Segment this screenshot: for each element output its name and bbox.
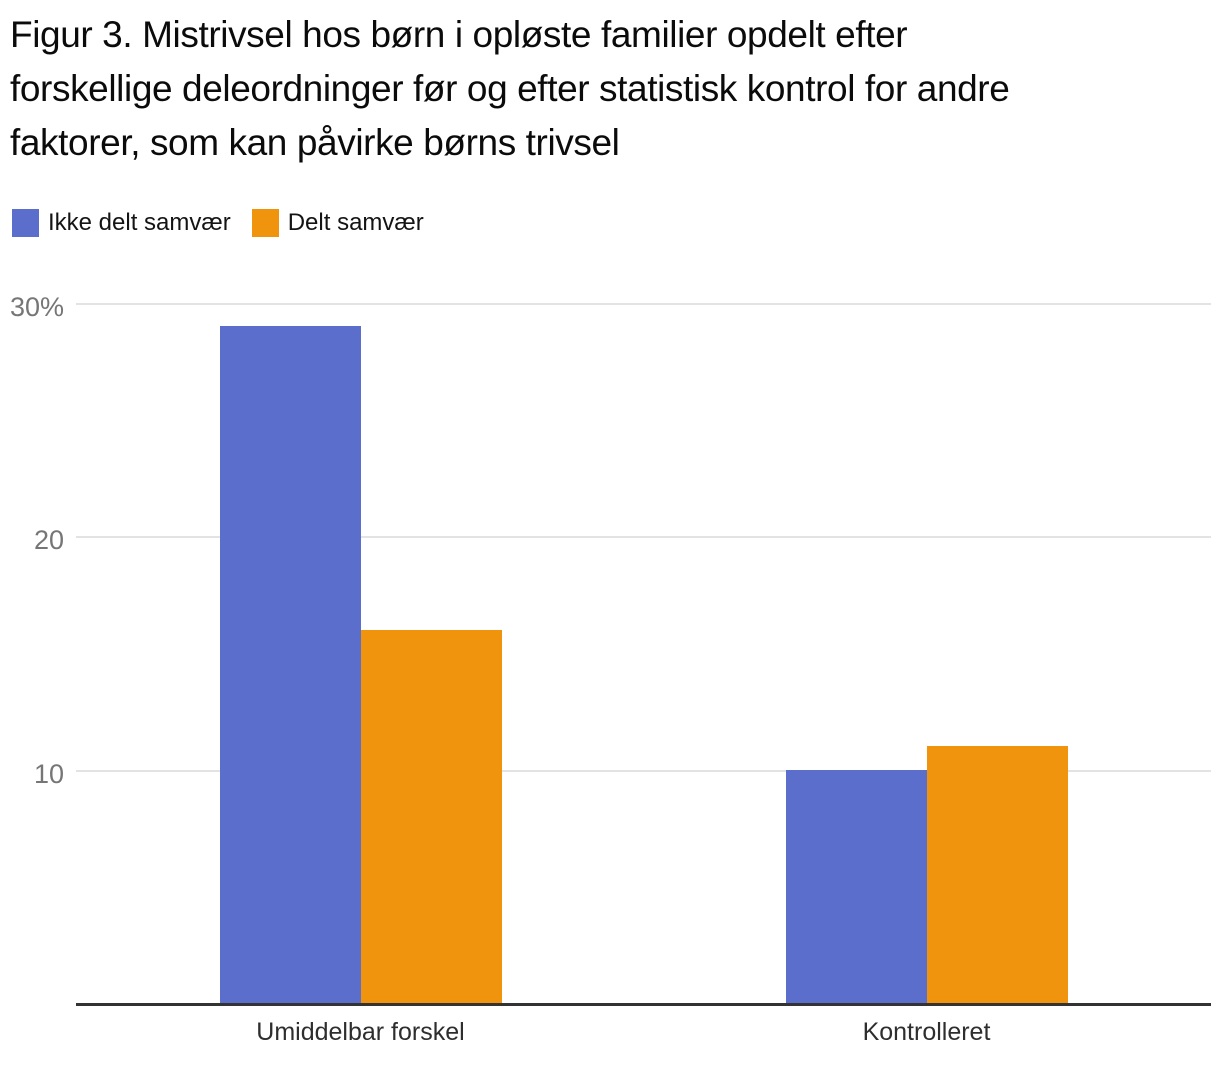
- bar-ikke-delt-samvaer-umiddelbar-forskel: [219, 326, 361, 1003]
- plot-area: [76, 303, 1211, 1003]
- y-tick-label-10: 10: [33, 758, 64, 789]
- x-axis-line: [76, 1003, 1211, 1006]
- figure-title: Figur 3. Mistrivsel hos børn i opløste f…: [10, 14, 1010, 163]
- legend-item-ikke-delt-samvaer: Ikke delt samvær: [12, 209, 231, 237]
- legend-label-delt-samvaer: Delt samvær: [287, 209, 424, 236]
- gridline-30: [76, 303, 1211, 305]
- y-tick-label-30: 30%: [9, 292, 64, 322]
- legend-item-delt-samvaer: Delt samvær: [251, 209, 424, 237]
- bar-delt-samvaer-kontrolleret: [926, 746, 1068, 1003]
- bar-ikke-delt-samvaer-kontrolleret: [785, 769, 927, 1003]
- bar-delt-samvaer-umiddelbar-forskel: [360, 629, 502, 1003]
- y-tick-label-20: 20: [33, 525, 64, 556]
- x-axis-label-kontrolleret: Kontrolleret: [862, 1018, 991, 1046]
- legend-label-ikke-delt-samvaer: Ikke delt samvær: [48, 209, 231, 236]
- gridline-10: [76, 769, 1211, 772]
- legend: Ikke delt samvær Delt samvær: [12, 209, 424, 237]
- x-axis-label-umiddelbar-forskel: Umiddelbar forskel: [256, 1018, 465, 1046]
- legend-swatch-delt-samvaer: [251, 209, 279, 237]
- gridline-20: [76, 536, 1211, 539]
- legend-swatch-ikke-delt-samvaer: [12, 209, 39, 237]
